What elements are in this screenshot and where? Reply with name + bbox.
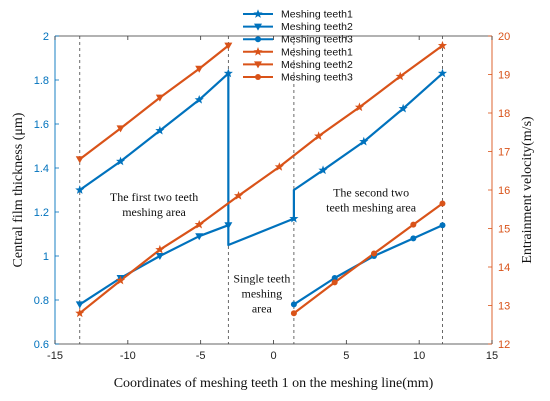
series-line (79, 224, 229, 306)
x-axis-label: Coordinates of meshing teeth 1 on the me… (114, 376, 434, 391)
x-tick-label: 10 (413, 350, 425, 362)
annotation-line: meshing area (122, 205, 186, 219)
legend-marker (255, 36, 261, 43)
data-point (437, 68, 448, 78)
data-point (371, 250, 378, 257)
data-point (155, 125, 165, 135)
data-point (195, 233, 204, 241)
legend-label: Meshing teeth2 (281, 21, 353, 33)
y-right-tick-label: 18 (498, 108, 510, 120)
y-left-tick-label: 2 (43, 31, 49, 43)
y-right-tick-label: 14 (498, 262, 510, 274)
data-point (354, 102, 365, 112)
data-point (314, 131, 324, 140)
legend-label: Meshing teeth1 (281, 46, 353, 58)
y-left-tick-label: 1.2 (34, 207, 49, 219)
x-tick-label: 5 (343, 350, 349, 362)
y-left-tick-label: 1.8 (34, 75, 49, 87)
data-point (155, 253, 164, 260)
series-line (79, 72, 444, 247)
legend-label: Meshing teeth2 (281, 59, 353, 71)
data-point (439, 222, 446, 229)
annotation-line: The second two (333, 186, 409, 200)
data-point (224, 222, 233, 230)
y-right-tick-label: 16 (498, 185, 510, 197)
annotation-line: area (252, 301, 273, 315)
x-tick-label: -5 (196, 350, 206, 362)
data-point (318, 165, 328, 175)
x-tick-label: 0 (270, 350, 276, 362)
y-left-tick-label: 0.8 (34, 295, 49, 307)
tick-labels: -15 -10 -5 0 5 10 15 0.6 0.8 1 1.2 1.4 1.6 1.8 2 12 13 14… (34, 31, 511, 362)
data-point (115, 275, 126, 285)
data-point (75, 156, 84, 164)
annotation-text: The first two teeth meshing area (110, 190, 198, 219)
legend-marker (253, 9, 263, 18)
data-point (410, 221, 417, 228)
x-tick-label: -15 (47, 350, 63, 362)
data-point (155, 94, 164, 102)
y-axis-right-label: Entrainment velocity(m/s) (520, 116, 535, 264)
data-point (395, 71, 405, 81)
series-line (79, 44, 230, 161)
y-left-tick-label: 1.4 (34, 163, 49, 175)
data-point (194, 219, 204, 229)
series-line (79, 44, 444, 315)
data-point (194, 95, 204, 104)
series-line (293, 202, 444, 315)
legend-marker (254, 61, 262, 69)
data-point (290, 301, 297, 308)
data-point (223, 68, 233, 78)
y-right-tick-label: 13 (498, 301, 510, 313)
data-point (116, 125, 125, 133)
series-markers (75, 40, 448, 318)
y-right-tick-label: 12 (498, 339, 510, 351)
legend-label: Meshing teeth1 (281, 9, 353, 21)
data-point (289, 213, 299, 223)
legend-label: Meshing teeth3 (281, 72, 353, 84)
annotation-text: The second two teeth meshing area (326, 186, 417, 215)
data-point (224, 42, 233, 50)
data-point (75, 301, 84, 309)
data-point (290, 310, 297, 317)
x-tick-label: -10 (120, 350, 136, 362)
tick-marks (54, 35, 493, 345)
annotation-line: The first two teeth (110, 190, 198, 204)
y-left-tick-label: 1 (43, 251, 49, 263)
data-point (359, 136, 369, 146)
data-point (331, 275, 338, 281)
data-point (233, 190, 244, 200)
data-point (274, 162, 284, 171)
y-left-tick-label: 0.6 (34, 339, 49, 351)
legend-marker (253, 47, 263, 56)
y-right-tick-label: 15 (498, 224, 510, 236)
series-line (293, 224, 443, 306)
x-tick-label: 15 (486, 350, 498, 362)
y-left-tick-label: 1.6 (34, 119, 49, 131)
legend-label: Meshing teeth3 (281, 34, 353, 46)
data-point (115, 156, 126, 166)
annotation-text: Single teeth meshing area (233, 271, 290, 315)
legend-marker (255, 74, 261, 80)
annotation-line: teeth meshing area (326, 201, 417, 215)
data-point (195, 65, 204, 73)
annotation-line: meshing (242, 286, 283, 300)
data-point (439, 200, 446, 207)
y-right-tick-label: 17 (498, 147, 510, 159)
data-point (437, 40, 448, 50)
y-right-tick-label: 20 (498, 31, 510, 43)
annotation-line: Single teeth (233, 271, 290, 285)
data-point (75, 308, 85, 318)
data-point (331, 279, 338, 286)
data-point (410, 235, 417, 242)
data-point (75, 185, 85, 194)
data-point (155, 244, 165, 254)
y-right-tick-label: 19 (498, 70, 510, 82)
legend-marker (254, 23, 262, 31)
y-axis-left-label: Central film thickness (μm) (11, 112, 26, 267)
data-point (398, 103, 408, 113)
